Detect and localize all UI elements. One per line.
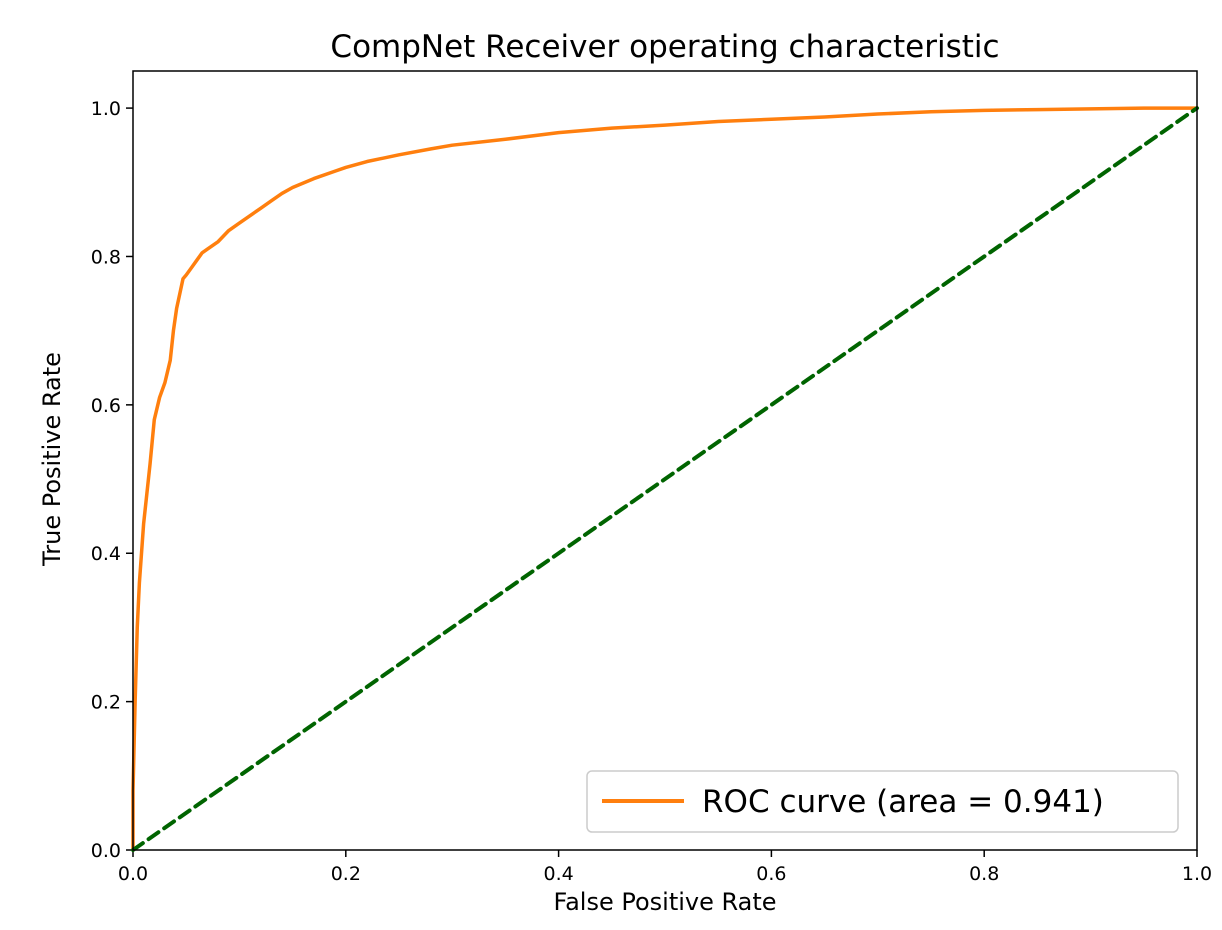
x-tick-label: 0.2 [331,863,361,885]
plot-frame [132,70,1198,851]
y-axis-ticks: 0.0 0.2 0.4 0.6 0.8 1.0 [91,98,133,862]
x-tick-label: 0.0 [118,863,148,885]
y-axis-label: True Positive Rate [38,352,66,567]
y-tick-label: 0.8 [91,246,121,268]
legend-label: ROC curve (area = 0.941) [702,784,1104,820]
x-tick-label: 0.4 [543,863,573,885]
y-tick-label: 0.4 [91,543,121,565]
x-axis-ticks: 0.0 0.2 0.4 0.6 0.8 1.0 [118,850,1212,885]
y-tick-label: 0.0 [91,840,121,862]
diagonal-reference-line [131,106,1199,852]
series-layer [131,106,1199,852]
roc-curve-line [131,106,1199,852]
x-axis-label: False Positive Rate [553,888,776,916]
x-tick-label: 0.6 [756,863,786,885]
y-tick-label: 1.0 [91,98,121,120]
y-tick-label: 0.2 [91,692,121,714]
chart-title: CompNet Receiver operating characteristi… [330,29,999,65]
legend: ROC curve (area = 0.941) [586,770,1179,833]
legend-box [586,770,1179,833]
x-tick-label: 1.0 [1182,863,1212,885]
y-tick-label: 0.6 [91,395,121,417]
x-tick-label: 0.8 [969,863,999,885]
